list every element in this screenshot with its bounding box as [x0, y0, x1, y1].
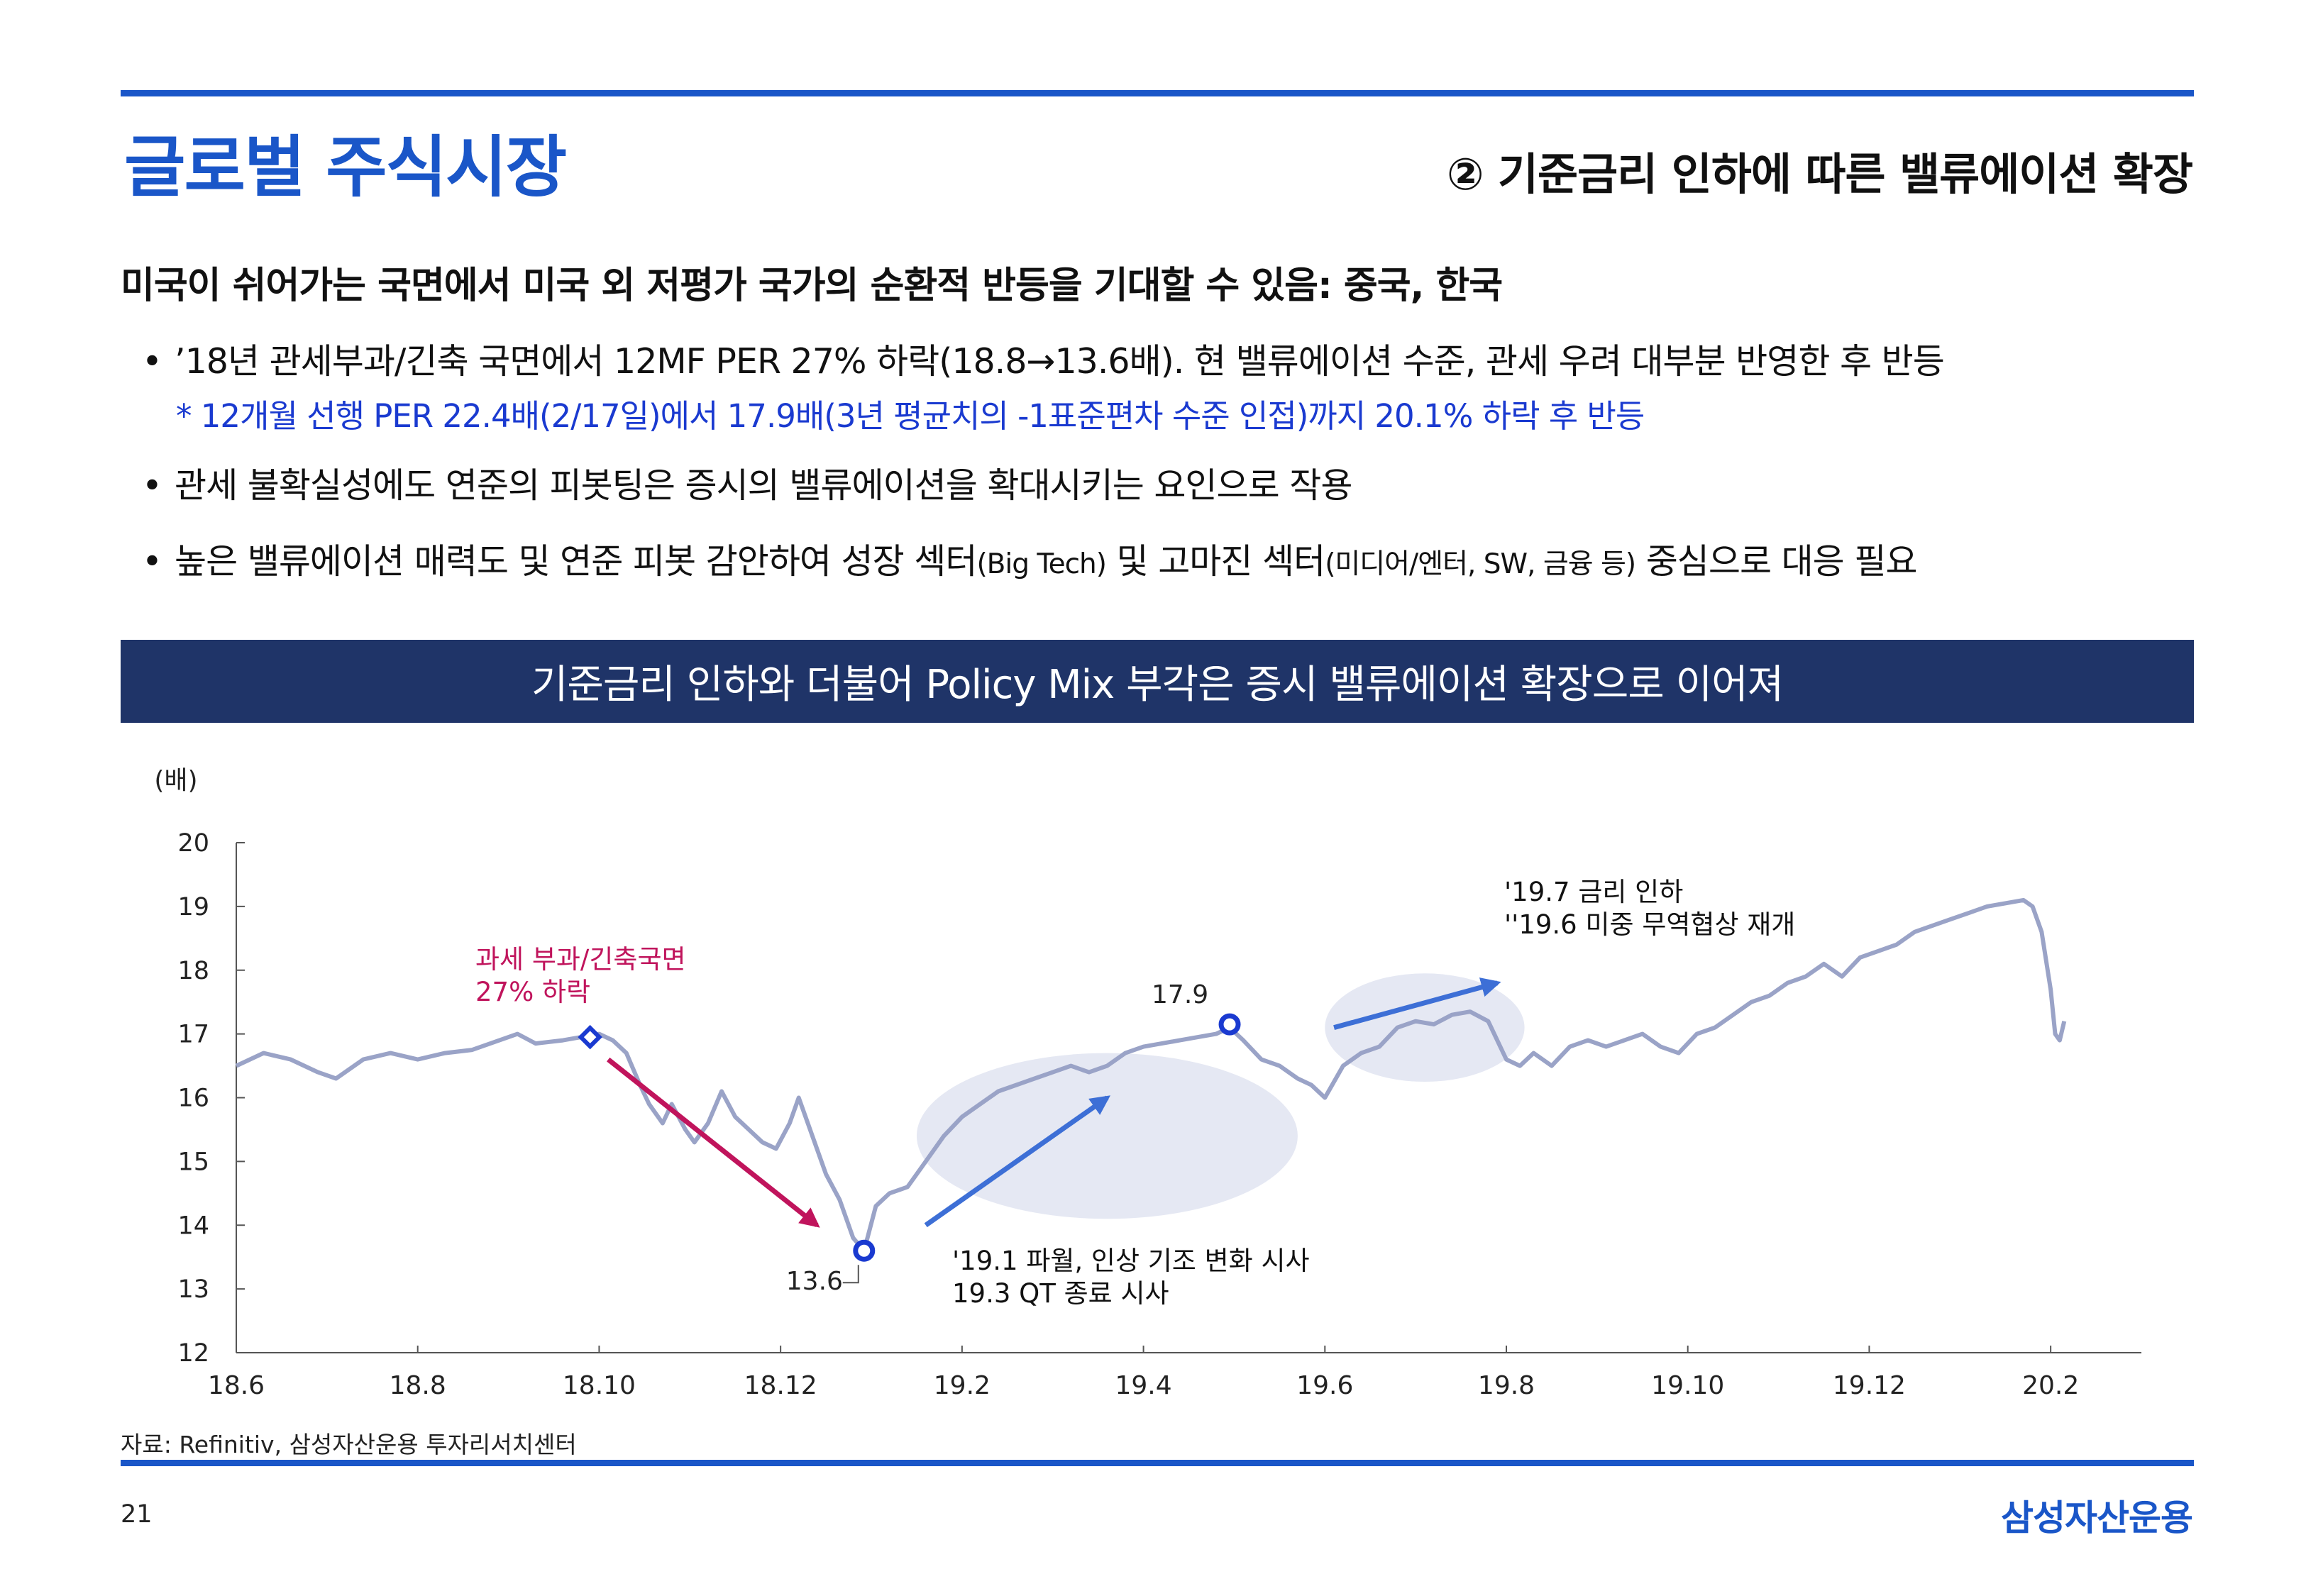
- trend-arrow: [924, 1095, 1111, 1228]
- chart-banner: 기준금리 인하와 더불어 Policy Mix 부각은 증시 밸류에이션 확장으…: [121, 640, 2194, 723]
- bullet-3-text-d: (미디어/엔터, SW, 금융 등): [1325, 548, 1636, 580]
- peak-marker: [578, 1024, 602, 1050]
- x-tick-label: 19.2: [934, 1371, 991, 1400]
- y-tick-label: 13: [177, 1275, 209, 1304]
- markers-layer: 13.6 17.9: [578, 980, 1241, 1296]
- y-axis-unit-label: (배): [154, 766, 197, 795]
- highlight-ellipse: [916, 1053, 1298, 1219]
- page-title: 글로벌 주식시장: [124, 129, 567, 206]
- page-number: 21: [121, 1500, 153, 1529]
- sub-note: * 12개월 선행 PER 22.4배(2/17일)에서 17.9배(3년 평균…: [176, 397, 1645, 435]
- y-tick-label: 20: [177, 829, 209, 858]
- x-tick-label: 19.4: [1115, 1371, 1171, 1400]
- trend-arrow: [607, 1057, 820, 1228]
- x-tick-label: 19.12: [1833, 1371, 1906, 1400]
- headline: 미국이 쉬어가는 국면에서 미국 외 저평가 국가의 순환적 반등을 기대할 수…: [121, 265, 1503, 307]
- section-title: ② 기준금리 인하에 따른 밸류에이션 확장: [1446, 148, 2193, 200]
- bottom-rule: [121, 1460, 2194, 1466]
- bullet-3-text-a: 높은 밸류에이션 매력도 및 연준 피봇 감안하여 성장 섹터: [175, 541, 977, 582]
- top-rule: [121, 90, 2194, 96]
- x-tick-label: 18.12: [744, 1371, 817, 1400]
- x-tick-label: 20.2: [2022, 1371, 2079, 1400]
- x-tick-label: 19.8: [1478, 1371, 1535, 1400]
- bullet-2-text: 관세 불확실성에도 연준의 피봇팅은 증시의 밸류에이션을 확대시키는 요인으로…: [175, 465, 1352, 506]
- highlight-layer: [916, 973, 1525, 1219]
- bullet-3-text-e: 중심으로 대응 필요: [1635, 541, 1918, 582]
- bullet-3-text-c: 및 고마진 섹터: [1105, 541, 1326, 582]
- x-tick-label: 18.10: [563, 1371, 636, 1400]
- marker-value-label: 13.6: [786, 1267, 843, 1296]
- y-tick-label: 18: [177, 957, 209, 985]
- y-tick-label: 15: [177, 1148, 209, 1176]
- per-line-chart: 12 13 14 15 16 17 18 19 20 18.6 18.8 18.10 18.12 19.2…: [154, 766, 2141, 1400]
- x-tick-label: 19.10: [1651, 1371, 1724, 1400]
- trend-arrow: [1333, 977, 1501, 1031]
- annotation-text: 과세 부과/긴축국면: [475, 944, 686, 975]
- annotation-text: 19.3 QT 종료 시사: [952, 1278, 1169, 1309]
- annotation-text: '19.7 금리 인하: [1504, 877, 1683, 907]
- value-marker: [1218, 1013, 1241, 1036]
- y-tick-label: 12: [177, 1339, 209, 1368]
- y-tick-label: 16: [177, 1085, 209, 1113]
- bullet-3: • 높은 밸류에이션 매력도 및 연준 피봇 감안하여 성장 섹터(Big Tec…: [142, 533, 1918, 584]
- axes-layer: 12 13 14 15 16 17 18 19 20 18.6 18.8 18.10 18.12 19.2…: [154, 766, 2141, 1400]
- marker-leader-line: [842, 1265, 859, 1284]
- bullet-glyph: •: [142, 465, 162, 506]
- company-logo: 삼성자산운용: [2001, 1497, 2193, 1539]
- y-tick-label: 17: [177, 1021, 209, 1049]
- highlight-ellipse: [1325, 973, 1525, 1082]
- marker-value-label: 17.9: [1152, 980, 1208, 1009]
- arrows-layer: [607, 977, 1501, 1228]
- x-tick-label: 18.8: [390, 1371, 446, 1400]
- bullet-glyph: •: [142, 541, 162, 582]
- annotation-text: ''19.6 미중 무역협상 재개: [1504, 909, 1795, 940]
- bullet-2: • 관세 불확실성에도 연준의 피봇팅은 증시의 밸류에이션을 확대시키는 요인으…: [142, 458, 1352, 508]
- x-tick-label: 19.6: [1296, 1371, 1353, 1400]
- bullet-glyph: •: [142, 341, 162, 382]
- x-tick-label: 18.6: [208, 1371, 265, 1400]
- bullet-1: • ’18년 관세부과/긴축 국면에서 12MF PER 27% 하락(18.8→…: [142, 333, 1945, 384]
- annotation-text: '19.1 파월, 인상 기조 변화 시사: [952, 1246, 1310, 1276]
- value-marker: [853, 1239, 876, 1262]
- bullet-3-text-b: (Big Tech): [976, 548, 1107, 580]
- y-tick-label: 14: [177, 1212, 209, 1240]
- annotation-text: 27% 하락: [475, 977, 590, 1007]
- bullet-1-text: ’18년 관세부과/긴축 국면에서 12MF PER 27% 하락(18.8→1…: [175, 341, 1945, 382]
- y-tick-label: 19: [177, 893, 209, 921]
- source-note: 자료: Refinitiv, 삼성자산운용 투자리서치센터: [121, 1431, 577, 1458]
